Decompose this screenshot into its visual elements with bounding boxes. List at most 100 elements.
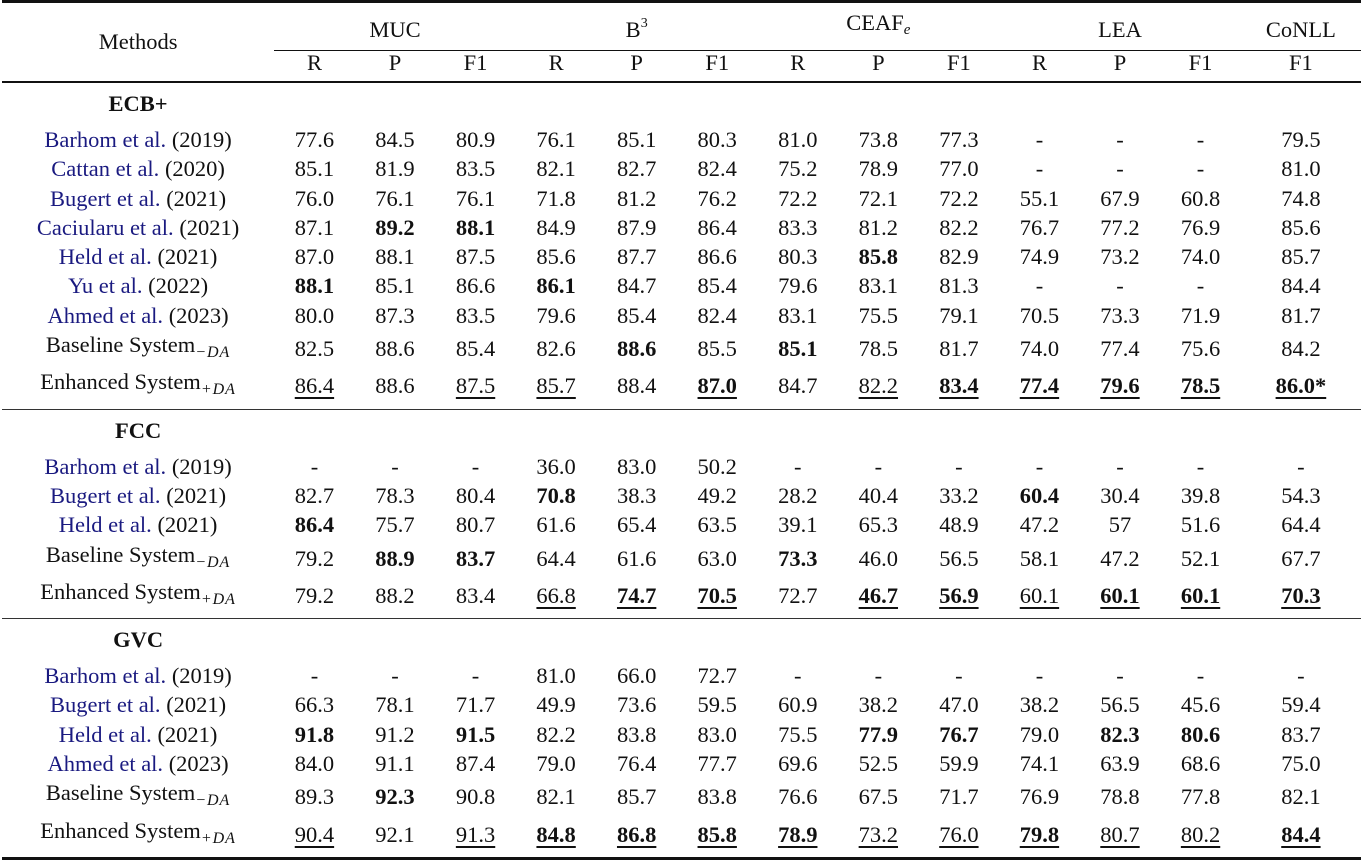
score-cell: 73.8 [838, 125, 919, 154]
method-name-cell[interactable]: Held et al. (2021) [2, 510, 274, 539]
missing-value: - [794, 453, 802, 479]
empty-cell [758, 619, 839, 662]
method-name-cell[interactable]: Ahmed et al. (2023) [2, 301, 274, 330]
citation-link[interactable]: Bugert et al. [49, 482, 161, 508]
score-cell: 86.6 [435, 271, 516, 300]
score-cell: 78.9 [758, 816, 839, 859]
citation-link[interactable]: Held et al. [58, 512, 152, 538]
citation-link[interactable]: Bugert et al. [49, 692, 161, 718]
score-value: 66.8 [536, 582, 576, 608]
method-name-cell[interactable]: Ahmed et al. (2023) [2, 749, 274, 778]
score-value: 68.6 [1180, 751, 1221, 777]
score-value: 84.4 [1281, 821, 1321, 847]
score-cell: 82.2 [516, 720, 597, 749]
method-name-cell[interactable]: Held et al. (2021) [2, 720, 274, 749]
subcolumn-header-f1: F1 [947, 50, 971, 75]
score-cell: 63.5 [677, 510, 758, 539]
score-cell: 80.2 [1160, 816, 1241, 859]
citation-link[interactable]: Ahmed et al. [47, 751, 164, 777]
score-value: 49.9 [536, 692, 576, 718]
score-cell: 56.5 [1080, 690, 1161, 719]
score-value: 75.2 [778, 156, 818, 182]
score-cell: 80.7 [435, 510, 516, 539]
score-cell: 80.3 [758, 242, 839, 271]
method-name-cell[interactable]: Yu et al. (2022) [2, 271, 274, 300]
score-cell: 83.4 [435, 577, 516, 619]
method-name-cell: Baseline System−DA [2, 778, 274, 815]
score-cell: - [919, 661, 1000, 690]
citation-link[interactable]: Held et al. [58, 721, 152, 747]
score-cell: 88.9 [355, 540, 436, 577]
citation-link[interactable]: Caciularu et al. [36, 214, 174, 240]
missing-value: - [310, 453, 319, 479]
score-value: 30.4 [1100, 482, 1140, 508]
score-cell: 73.6 [596, 690, 677, 719]
score-cell: 36.0 [516, 452, 597, 481]
method-label: Baseline System [45, 780, 196, 806]
citation-link[interactable]: Barhom et al. [44, 127, 167, 152]
table-row: Bugert et al. (2021) 76.0 76.1 76.1 71.8 81.2… [2, 184, 1361, 213]
score-value: 91.8 [294, 721, 335, 747]
score-value: 75.0 [1281, 751, 1321, 777]
score-cell: 60.1 [1160, 577, 1241, 619]
score-cell: 61.6 [596, 540, 677, 577]
method-name-cell[interactable]: Held et al. (2021) [2, 242, 274, 271]
citation-link[interactable]: Cattan et al. [51, 156, 160, 182]
citation-year: (2019) [171, 663, 232, 689]
table-row: Barhom et al. (2019) - - - 36.0 83.0 50.2 - - - - -… [2, 452, 1361, 481]
method-name-cell[interactable]: Barhom et al. (2019) [2, 661, 274, 690]
score-cell: 82.2 [838, 367, 919, 409]
citation-link[interactable]: Ahmed et al. [47, 302, 164, 328]
citation-link[interactable]: Held et al. [58, 244, 152, 270]
score-value: 77.7 [697, 751, 737, 777]
score-cell: 85.1 [274, 154, 355, 183]
score-value: 87.9 [616, 214, 657, 240]
empty-cell [838, 409, 919, 452]
score-value: 76.7 [939, 721, 979, 747]
score-cell: 76.1 [516, 125, 597, 154]
method-name-cell[interactable]: Cattan et al. (2020) [2, 154, 274, 183]
score-value: 83.4 [939, 373, 979, 399]
score-cell: 85.8 [838, 242, 919, 271]
score-value: 88.4 [616, 373, 657, 399]
empty-cell [516, 619, 597, 662]
score-value: 81.0 [1281, 156, 1321, 182]
metric-group-superscript: 3 [640, 16, 648, 31]
score-cell: 88.2 [355, 577, 436, 619]
score-value: 85.6 [1281, 214, 1321, 240]
citation-link[interactable]: Barhom et al. [44, 453, 167, 479]
method-name-cell[interactable]: Caciularu et al. (2021) [2, 213, 274, 242]
score-cell: 68.6 [1160, 749, 1241, 778]
citation-link[interactable]: Bugert et al. [49, 185, 161, 211]
method-name-cell[interactable]: Bugert et al. (2021) [2, 481, 274, 510]
citation-link[interactable]: Yu et al. [68, 273, 143, 299]
score-value: 87.1 [294, 214, 335, 240]
missing-value: - [1035, 663, 1044, 689]
score-cell: 60.8 [1160, 184, 1241, 213]
table-row: Caciularu et al. (2021) 87.1 89.2 88.1 84.9 8… [2, 213, 1361, 242]
method-name-cell[interactable]: Bugert et al. (2021) [2, 184, 274, 213]
table-row: Bugert et al. (2021) 82.7 78.3 80.4 70.8 38.3… [2, 481, 1361, 510]
empty-cell [999, 82, 1080, 125]
score-value: 76.9 [1019, 784, 1060, 810]
score-cell: 74.0 [1160, 242, 1241, 271]
score-cell: - [838, 452, 919, 481]
subcolumn-header-f1: F1 [1289, 50, 1313, 75]
table-row: Enhanced System+DA 86.4 88.6 87.5 85.7 88.4 87… [2, 367, 1361, 409]
method-name-cell[interactable]: Barhom et al. (2019) [2, 125, 274, 154]
method-label: Baseline System [45, 332, 196, 358]
score-value: 79.0 [536, 751, 576, 777]
score-cell: 79.0 [516, 749, 597, 778]
score-cell: 30.4 [1080, 481, 1161, 510]
metric-group-lea: LEA [999, 1, 1241, 51]
score-cell: 82.4 [677, 154, 758, 183]
method-name-cell[interactable]: Barhom et al. (2019) [2, 452, 274, 481]
score-value: 73.3 [1100, 302, 1140, 328]
score-value: 76.1 [375, 185, 415, 211]
score-cell: 88.1 [274, 271, 355, 300]
method-name-cell[interactable]: Bugert et al. (2021) [2, 690, 274, 719]
metric-group-label: CEAF [846, 10, 904, 35]
citation-link[interactable]: Barhom et al. [44, 663, 167, 689]
score-cell: 87.1 [274, 213, 355, 242]
score-value: 72.2 [778, 185, 818, 211]
